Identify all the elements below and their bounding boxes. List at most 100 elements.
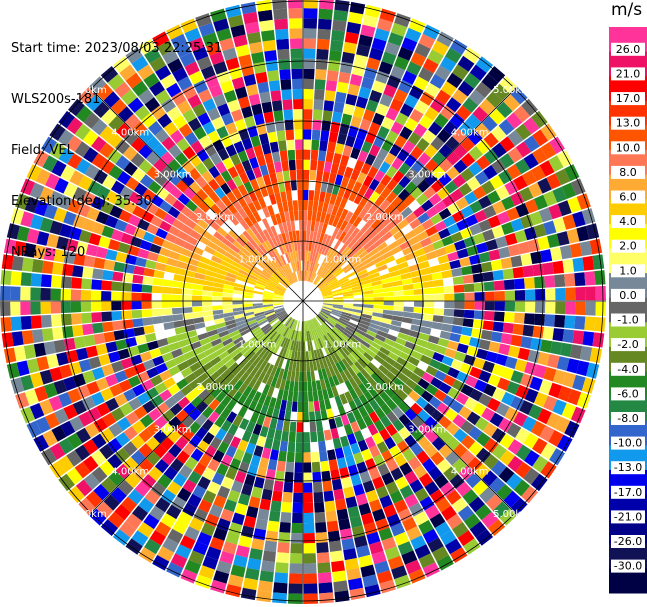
velocity-cell (439, 158, 453, 173)
velocity-cell (272, 299, 283, 301)
velocity-cell (340, 208, 349, 220)
velocity-cell (215, 273, 227, 280)
velocity-cell (63, 404, 78, 420)
velocity-cell (268, 80, 281, 92)
velocity-cell (197, 218, 209, 230)
velocity-cell (312, 262, 318, 273)
start-time: Start time: 2023/08/03 22:25:31 (11, 41, 223, 56)
velocity-cell (297, 412, 303, 423)
velocity-cell (66, 450, 82, 467)
colorbar-tick-label: -1.0 (617, 314, 638, 327)
velocity-cell (213, 360, 225, 371)
velocity-cell (401, 37, 418, 52)
velocity-cell (265, 265, 275, 274)
velocity-cell (350, 351, 360, 361)
velocity-cell (267, 385, 275, 397)
velocity-cell (224, 372, 236, 384)
velocity-cell (328, 248, 336, 259)
velocity-cell (188, 550, 205, 565)
velocity-cell (231, 365, 242, 376)
velocity-cell (172, 314, 184, 322)
velocity-cell (431, 272, 443, 281)
velocity-cell (389, 270, 401, 278)
velocity-cell (441, 355, 454, 367)
velocity-cell (192, 46, 209, 61)
velocity-cell (201, 170, 214, 183)
velocity-cell (141, 309, 153, 318)
velocity-cell (474, 379, 488, 393)
velocity-cell (193, 278, 205, 285)
velocity-cell (306, 320, 310, 331)
velocity-cell (222, 255, 233, 265)
velocity-cell (160, 423, 175, 437)
velocity-cell (390, 320, 402, 327)
velocity-cell (341, 538, 355, 551)
velocity-cell (392, 285, 404, 292)
velocity-cell (393, 296, 404, 301)
velocity-cell (239, 219, 250, 231)
velocity-cell (576, 225, 590, 242)
velocity-cell (171, 496, 187, 511)
velocity-cell (294, 261, 299, 272)
velocity-cell (347, 464, 359, 477)
velocity-cell (54, 177, 69, 194)
velocity-cell (233, 286, 244, 292)
velocity-cell (433, 308, 445, 316)
velocity-cell (267, 341, 276, 352)
velocity-cell (336, 508, 349, 521)
velocity-cell (112, 529, 131, 546)
velocity-cell (108, 470, 124, 487)
velocity-cell (82, 370, 96, 384)
velocity-cell (332, 19, 347, 32)
velocity-cell (390, 121, 404, 135)
velocity-cell (343, 344, 353, 354)
velocity-cell (332, 307, 343, 312)
velocity-cell (515, 203, 530, 218)
velocity-cell (98, 236, 111, 249)
velocity-cell (318, 18, 332, 30)
velocity-cell (332, 374, 340, 386)
velocity-cell (326, 70, 339, 82)
velocity-cell (465, 375, 479, 388)
velocity-cell (585, 301, 596, 316)
velocity-cell (339, 61, 353, 74)
velocity-cell (276, 311, 286, 318)
velocity-cell (264, 286, 275, 292)
velocity-cell (425, 365, 438, 377)
velocity-cell (301, 270, 303, 281)
velocity-cell (389, 98, 404, 112)
velocity-cell (303, 563, 317, 574)
velocity-cell (83, 473, 100, 490)
range-ring-label: 2.00km (366, 212, 404, 223)
colorbar-tick-bg (611, 67, 645, 81)
velocity-cell (360, 355, 371, 366)
velocity-cell (269, 141, 279, 153)
velocity-cell (166, 481, 182, 496)
velocity-cell (543, 190, 558, 207)
velocity-cell (193, 224, 205, 235)
velocity-cell (486, 91, 503, 108)
velocity-cell (303, 583, 318, 594)
velocity-cell (205, 546, 222, 561)
velocity-cell (438, 207, 452, 220)
velocity-cell (313, 400, 321, 412)
velocity-cell (476, 242, 489, 254)
velocity-cell (360, 368, 371, 380)
velocity-cell (365, 348, 377, 358)
velocity-cell (318, 313, 327, 322)
velocity-cell (137, 64, 154, 80)
velocity-cell (326, 203, 334, 215)
velocity-cell (354, 430, 365, 443)
velocity-cell (276, 269, 284, 279)
velocity-cell (406, 335, 419, 345)
velocity-cell (424, 416, 438, 430)
velocity-cell (255, 358, 265, 369)
velocity-cell (408, 390, 421, 403)
velocity-cell (374, 560, 390, 574)
velocity-cell (108, 422, 123, 438)
velocity-cell (233, 313, 245, 320)
velocity-cell (312, 390, 319, 402)
velocity-cell (353, 137, 365, 150)
velocity-cell (231, 512, 245, 526)
velocity-cell (313, 328, 320, 339)
